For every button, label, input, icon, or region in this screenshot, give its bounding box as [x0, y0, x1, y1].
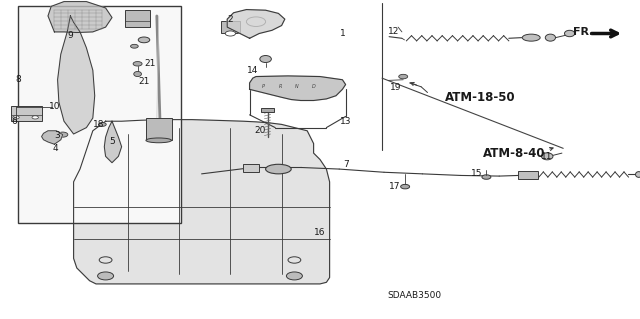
Text: 11: 11 — [541, 152, 553, 161]
Bar — [18, 6, 181, 223]
Ellipse shape — [13, 116, 19, 119]
Ellipse shape — [522, 34, 540, 41]
Polygon shape — [74, 120, 330, 284]
Text: 4: 4 — [53, 144, 58, 153]
Ellipse shape — [98, 272, 114, 280]
Ellipse shape — [266, 164, 291, 174]
Bar — [125, 10, 150, 27]
Ellipse shape — [146, 138, 172, 143]
Text: D: D — [312, 84, 316, 89]
Bar — [221, 21, 240, 33]
Text: 19: 19 — [390, 83, 401, 92]
Text: P: P — [262, 84, 265, 89]
Text: 9: 9 — [68, 31, 73, 40]
Text: 21: 21 — [138, 77, 150, 86]
Bar — [261, 108, 274, 112]
Text: FR.: FR. — [573, 27, 593, 37]
Polygon shape — [58, 16, 95, 134]
Bar — [518, 171, 538, 179]
Text: N: N — [295, 84, 299, 89]
Ellipse shape — [482, 175, 491, 179]
Text: 1: 1 — [340, 29, 345, 38]
Text: 21: 21 — [145, 59, 156, 68]
Text: 10: 10 — [49, 102, 60, 111]
Text: 7: 7 — [343, 160, 348, 169]
Text: 16: 16 — [314, 228, 326, 237]
Ellipse shape — [138, 37, 150, 43]
Bar — [146, 118, 172, 140]
Text: 17: 17 — [389, 182, 401, 191]
Ellipse shape — [99, 122, 106, 126]
Ellipse shape — [287, 272, 303, 280]
Bar — [243, 164, 259, 172]
Text: SDAAB3500: SDAAB3500 — [387, 291, 442, 300]
Text: 14: 14 — [247, 66, 259, 75]
Text: 6: 6 — [12, 117, 17, 126]
Polygon shape — [250, 76, 346, 100]
Ellipse shape — [58, 132, 68, 137]
Polygon shape — [227, 10, 285, 38]
Ellipse shape — [636, 172, 640, 177]
Text: 12: 12 — [388, 27, 399, 36]
Ellipse shape — [401, 184, 410, 189]
Text: 8: 8 — [15, 75, 20, 84]
Text: 20: 20 — [255, 126, 266, 135]
Text: 3: 3 — [55, 131, 60, 140]
Text: 2: 2 — [228, 15, 233, 24]
Ellipse shape — [260, 56, 271, 63]
Text: R: R — [278, 84, 282, 89]
Text: ATM-8-40: ATM-8-40 — [483, 147, 546, 160]
Ellipse shape — [32, 116, 38, 119]
Text: 5: 5 — [109, 137, 115, 146]
Ellipse shape — [246, 17, 266, 26]
Bar — [11, 106, 42, 121]
Ellipse shape — [541, 153, 553, 160]
Text: ATM-18-50: ATM-18-50 — [445, 91, 515, 104]
Ellipse shape — [134, 71, 141, 77]
Ellipse shape — [133, 62, 142, 66]
Ellipse shape — [564, 30, 575, 37]
Ellipse shape — [131, 44, 138, 48]
Polygon shape — [104, 121, 122, 163]
Text: 15: 15 — [471, 169, 483, 178]
Ellipse shape — [399, 74, 408, 79]
Polygon shape — [48, 2, 112, 33]
Text: 18: 18 — [93, 120, 105, 129]
Text: 13: 13 — [340, 117, 351, 126]
Ellipse shape — [225, 31, 236, 36]
Ellipse shape — [545, 34, 556, 41]
Polygon shape — [42, 131, 63, 144]
